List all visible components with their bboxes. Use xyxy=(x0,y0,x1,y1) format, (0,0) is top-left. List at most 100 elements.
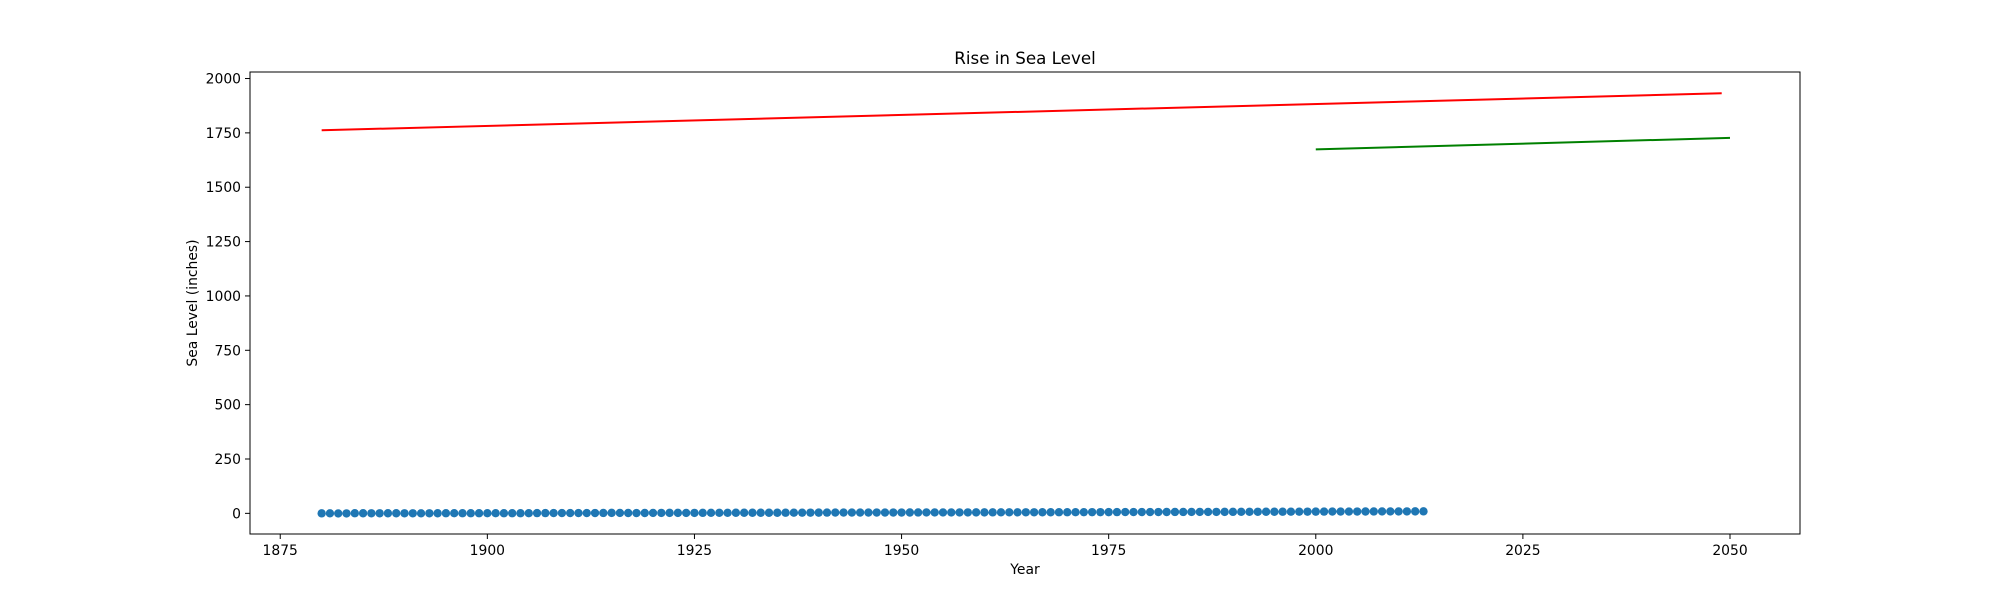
data-point xyxy=(1013,508,1022,517)
data-point xyxy=(1162,507,1171,517)
data-point xyxy=(1261,507,1271,516)
data-point xyxy=(1303,507,1312,516)
data-point xyxy=(681,508,691,518)
data-point xyxy=(773,508,782,517)
data-point xyxy=(1361,507,1370,516)
data-point xyxy=(1311,507,1320,516)
data-point xyxy=(474,509,484,518)
data-point xyxy=(880,508,890,517)
data-point xyxy=(748,508,757,517)
data-point xyxy=(781,508,790,517)
data-point xyxy=(1121,507,1130,517)
y-tick-label: 500 xyxy=(214,398,241,414)
data-point xyxy=(458,509,467,518)
chart-title: Rise in Sea Level xyxy=(954,48,1095,68)
data-point xyxy=(483,508,492,518)
data-point xyxy=(922,508,931,517)
data-point xyxy=(1253,507,1262,516)
data-point xyxy=(1402,507,1412,516)
y-tick-label: 1000 xyxy=(206,289,241,305)
data-point xyxy=(1063,508,1072,517)
data-point xyxy=(872,508,881,517)
data-point xyxy=(847,508,857,517)
x-tick-label: 2050 xyxy=(1712,543,1747,559)
x-tick-label: 1875 xyxy=(263,543,298,559)
data-point xyxy=(1137,507,1147,517)
data-point xyxy=(1038,508,1047,517)
data-point xyxy=(342,509,351,518)
data-point xyxy=(1344,507,1354,516)
y-axis: 0 250 500 750 1000 1250 1500 1750 2000 xyxy=(206,72,250,522)
data-point xyxy=(466,509,475,518)
data-point xyxy=(1419,507,1428,516)
data-point xyxy=(1237,507,1246,517)
data-point xyxy=(1079,507,1089,517)
x-tick-label: 1925 xyxy=(677,543,712,559)
data-point xyxy=(648,508,658,518)
data-point xyxy=(1046,508,1055,517)
data-point xyxy=(764,508,774,517)
data-point xyxy=(416,509,426,518)
data-point xyxy=(1220,507,1229,517)
data-point xyxy=(541,508,550,518)
data-point xyxy=(367,509,376,518)
data-point xyxy=(491,508,500,518)
data-point xyxy=(383,509,393,518)
data-point xyxy=(1029,508,1039,517)
data-point xyxy=(806,508,815,517)
data-point xyxy=(839,508,848,517)
data-point xyxy=(375,509,384,518)
data-point xyxy=(325,509,335,518)
data-point xyxy=(1096,507,1105,517)
data-point xyxy=(1369,507,1378,516)
data-point xyxy=(400,509,409,518)
data-point xyxy=(831,508,840,517)
data-point xyxy=(574,508,583,518)
data-point xyxy=(1295,507,1304,516)
data-point xyxy=(433,509,442,518)
data-point xyxy=(756,508,765,517)
x-tick-label: 2025 xyxy=(1505,543,1540,559)
data-point xyxy=(582,508,591,518)
data-point xyxy=(996,508,1006,517)
data-point xyxy=(334,509,343,518)
data-point xyxy=(955,508,964,517)
data-point xyxy=(1319,507,1329,516)
trend-line-2 xyxy=(1315,136,1731,151)
axes-frame xyxy=(249,71,1801,535)
data-point xyxy=(706,508,716,518)
data-point xyxy=(590,508,600,518)
data-point xyxy=(889,508,898,517)
x-tick-label: 1950 xyxy=(884,543,919,559)
y-tick-label: 2000 xyxy=(206,72,241,88)
data-point xyxy=(549,508,558,518)
data-point xyxy=(1054,508,1064,517)
data-point xyxy=(524,508,533,518)
data-point xyxy=(1170,507,1180,517)
data-point xyxy=(1021,508,1031,517)
data-point xyxy=(640,508,649,518)
data-point xyxy=(665,508,674,518)
data-point xyxy=(1104,507,1113,517)
x-tick-label: 1900 xyxy=(470,543,505,559)
data-point xyxy=(938,508,948,517)
data-point xyxy=(1005,508,1014,517)
data-point xyxy=(1394,507,1403,516)
data-point xyxy=(632,508,641,518)
trend-line-1 xyxy=(321,92,1722,132)
data-point xyxy=(1245,507,1254,516)
data-point xyxy=(864,508,873,517)
data-point xyxy=(1179,507,1188,517)
data-point xyxy=(980,508,989,517)
data-point xyxy=(930,508,939,517)
data-point xyxy=(557,508,567,518)
y-tick-label: 750 xyxy=(214,343,241,359)
data-point xyxy=(623,508,633,518)
data-point xyxy=(615,508,625,518)
data-point xyxy=(673,508,683,518)
data-point xyxy=(797,508,807,517)
data-point xyxy=(690,508,699,518)
data-point xyxy=(1212,507,1221,517)
plot-area xyxy=(317,92,1731,518)
